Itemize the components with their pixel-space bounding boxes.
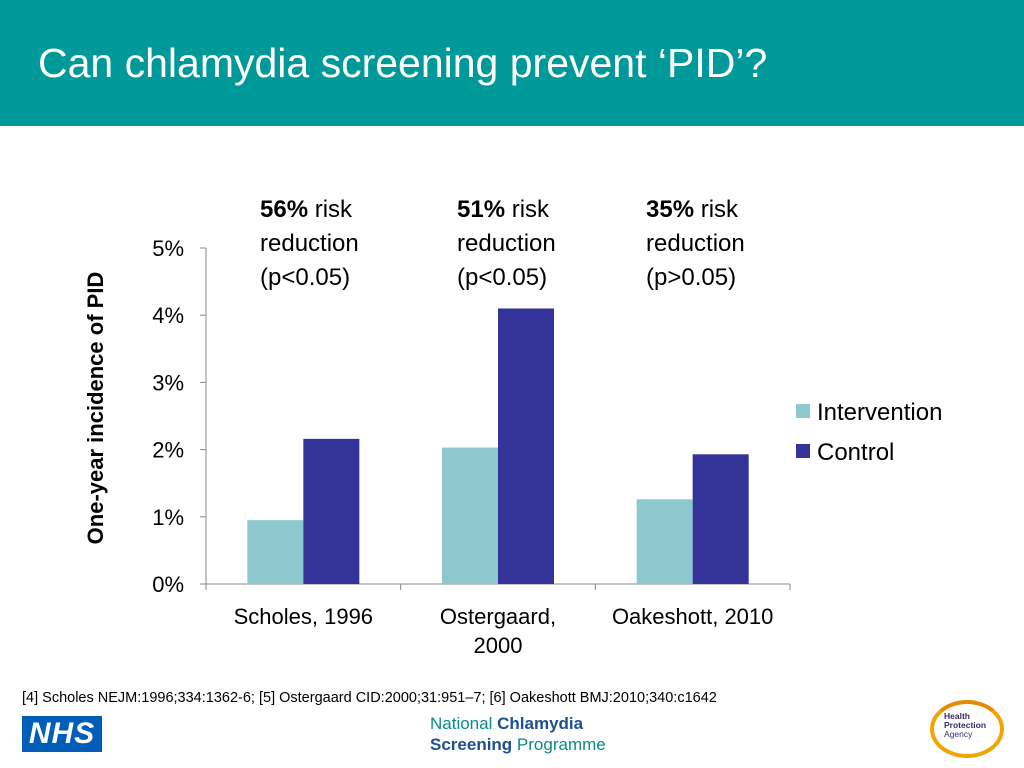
hpa-logo: Health Protection Agency (930, 700, 1004, 758)
hpa-logo-line: Protection (944, 720, 987, 730)
x-tick-label-line: 2000 (474, 633, 523, 658)
bar-control (303, 438, 360, 584)
x-tick-label: Scholes, 1996 (234, 604, 373, 629)
bar-intervention (442, 447, 498, 584)
slide-title: Can chlamydia screening prevent ‘PID’? (38, 40, 768, 86)
y-tick-label: 1% (152, 505, 184, 530)
annotation-percent: 56% (260, 196, 309, 223)
hpa-logo-line: Health (944, 711, 970, 721)
header-bar: Can chlamydia screening prevent ‘PID’? (0, 0, 1024, 126)
hpa-logo-ring (930, 700, 1004, 758)
ncsp-logo-text: Programme (512, 735, 606, 754)
y-tick-label: 2% (152, 438, 184, 463)
annotation-text: reduction (457, 230, 556, 257)
annotation-text: risk (308, 196, 353, 223)
bar-intervention (247, 520, 304, 584)
legend-label-intervention: Intervention (817, 399, 942, 426)
x-tick-label-line: Scholes, 1996 (234, 604, 373, 629)
legend-label-control: Control (817, 439, 894, 466)
nhs-logo: NHS (22, 716, 102, 752)
bar-control (692, 454, 749, 584)
ncsp-logo-text: Screening (430, 735, 513, 754)
y-axis-label: One-year incidence of PID (83, 271, 108, 545)
annotation-pvalue: (p<0.05) (457, 264, 548, 291)
annotation-text: reduction (646, 230, 745, 257)
annotation-text: risk (505, 196, 550, 223)
annotation-percent: 35% (646, 196, 695, 223)
bar-intervention (636, 499, 693, 584)
hpa-logo-text: Health Protection Agency (944, 712, 994, 739)
annotation-oakeshott: 35% risk reduction (p>0.05) (646, 193, 745, 295)
y-tick-label: 3% (152, 370, 184, 395)
y-tick-label: 0% (152, 572, 184, 597)
x-tick-label-line: Ostergaard, (440, 604, 556, 629)
y-tick-label: 4% (152, 303, 184, 328)
hpa-logo-line: Agency (944, 729, 973, 739)
annotation-percent: 51% (457, 196, 506, 223)
annotation-pvalue: (p<0.05) (260, 264, 351, 291)
annotation-ostergaard: 51% risk reduction (p<0.05) (457, 193, 556, 295)
annotation-text: risk (694, 196, 739, 223)
ncsp-logo-text: Chlamydia (497, 714, 584, 733)
x-tick-label-line: Oakeshott, 2010 (612, 604, 773, 629)
x-tick-label: Oakeshott, 2010 (612, 604, 773, 629)
bar-control (498, 308, 554, 584)
references: [4] Scholes NEJM:1996;334:1362-6; [5] Os… (22, 690, 717, 706)
ncsp-logo-text: National (430, 714, 498, 733)
x-tick-label: Ostergaard, 2000 (440, 604, 556, 658)
annotation-pvalue: (p>0.05) (646, 264, 737, 291)
legend-swatch-intervention (796, 404, 810, 418)
annotation-text: reduction (260, 230, 359, 257)
y-tick-label: 5% (152, 236, 184, 261)
ncsp-logo: National Chlamydia Screening Programme (430, 713, 606, 755)
annotation-scholes: 56% risk reduction (p<0.05) (260, 193, 359, 295)
legend-swatch-control (796, 444, 810, 458)
